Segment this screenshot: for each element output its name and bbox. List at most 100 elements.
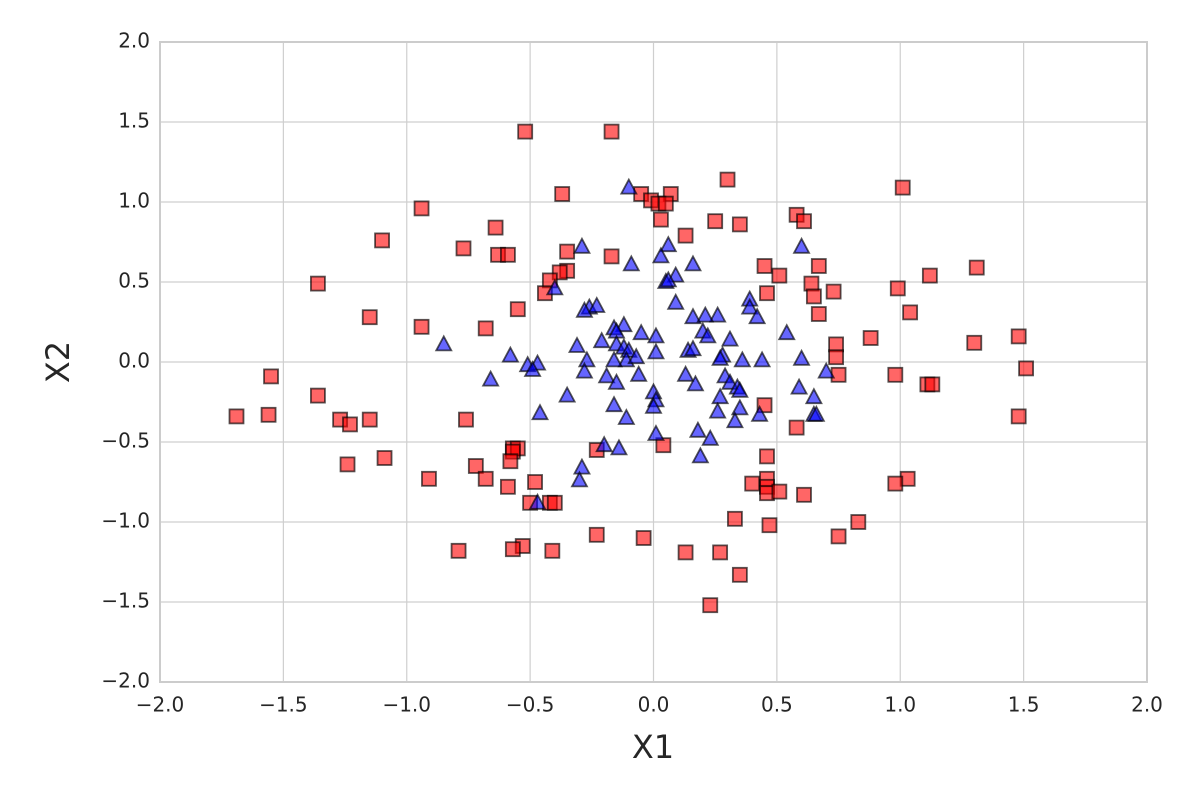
triangle-point [629,364,648,382]
triangle-point [577,350,596,368]
triangle-point [686,374,705,392]
y-tick-label: 2.0 [118,29,150,53]
square-point [504,541,521,558]
triangle-point [644,396,663,414]
y-tick-label: 0.5 [118,269,150,293]
triangle-point [605,350,624,368]
x-tick-label: −2.0 [136,693,185,717]
square-point [260,406,277,423]
square-point [788,419,805,436]
triangle-point [659,235,678,253]
square-point [421,470,437,487]
x-tick-label: −1.0 [382,693,431,717]
x-tick-label: 1.0 [884,693,916,717]
square-point [828,349,844,366]
triangle-point [568,336,587,353]
triangle-point [558,385,577,403]
triangle-point [587,296,606,313]
triangle-point [753,350,772,368]
square-point [588,526,605,543]
square-point [458,411,474,428]
square-point [850,514,867,530]
square-point [796,486,812,503]
x-tick-label: 2.0 [1131,693,1163,717]
square-point [1010,408,1027,425]
square-point [1010,328,1027,345]
square-point [771,483,788,500]
triangle-point [632,323,651,341]
square-point [889,280,906,297]
triangle-point [572,236,591,254]
square-point [921,267,938,284]
triangle-point [708,305,727,323]
triangle-point [683,339,702,357]
triangle-point [570,470,589,488]
triangle-point [592,331,611,349]
triangle-point [817,361,836,379]
square-point [756,258,773,274]
square-point [502,453,519,470]
points [228,123,1034,614]
triangle-point [676,364,695,382]
y-axis-label: X2 [39,341,77,383]
triangle-point [725,411,744,429]
triangle-point [792,236,811,254]
square-point [731,566,748,583]
square-point [677,227,694,244]
square-point [263,368,279,385]
square-point [810,306,827,322]
square-point [657,195,674,212]
square-point [702,597,719,614]
square-point [796,213,812,230]
square-point [828,336,844,353]
triangle-point [777,323,796,341]
triangle-point [659,270,678,288]
triangle-point [730,380,749,398]
triangle-point [646,342,665,360]
square-point [487,219,504,236]
square-point [477,470,494,487]
square-point [477,320,494,337]
triangle-point [627,347,646,365]
x-tick-label: 1.5 [1008,693,1040,717]
square-point [759,448,775,465]
x-tick-label: −1.5 [259,693,308,717]
grid [159,41,1148,683]
square-point [603,248,620,265]
square-point [727,510,743,527]
square-point [546,494,563,511]
square-point [1018,360,1034,377]
y-tick-label: −2.0 [101,669,150,693]
triangle-point [575,361,594,379]
y-tick-label: −0.5 [101,429,150,453]
triangle-point [545,278,564,296]
square-point [559,243,576,260]
triangle-point [683,254,702,272]
triangle-point [622,254,641,272]
triangle-point [708,401,727,419]
square-point [342,416,358,433]
triangle-point [595,435,614,453]
triangle-point [740,297,759,315]
square-point [707,213,724,230]
triangle-point [575,300,594,318]
square-point [968,259,985,276]
square-point [924,376,941,393]
triangle-point [666,292,685,310]
square-point [830,528,847,545]
x-axis-label: X1 [632,728,674,766]
triangle-point [733,350,752,368]
square-point [887,475,904,492]
square-point [731,216,748,233]
triangle-point [605,395,624,413]
square-point [361,309,378,326]
triangle-point [609,438,628,456]
square-point [517,123,534,140]
triangle-point [617,408,636,425]
triangle-point [701,428,720,446]
x-tick-label: 0.5 [761,693,793,717]
triangle-point [711,348,730,366]
square-point [862,330,879,346]
triangle-point [619,177,638,195]
